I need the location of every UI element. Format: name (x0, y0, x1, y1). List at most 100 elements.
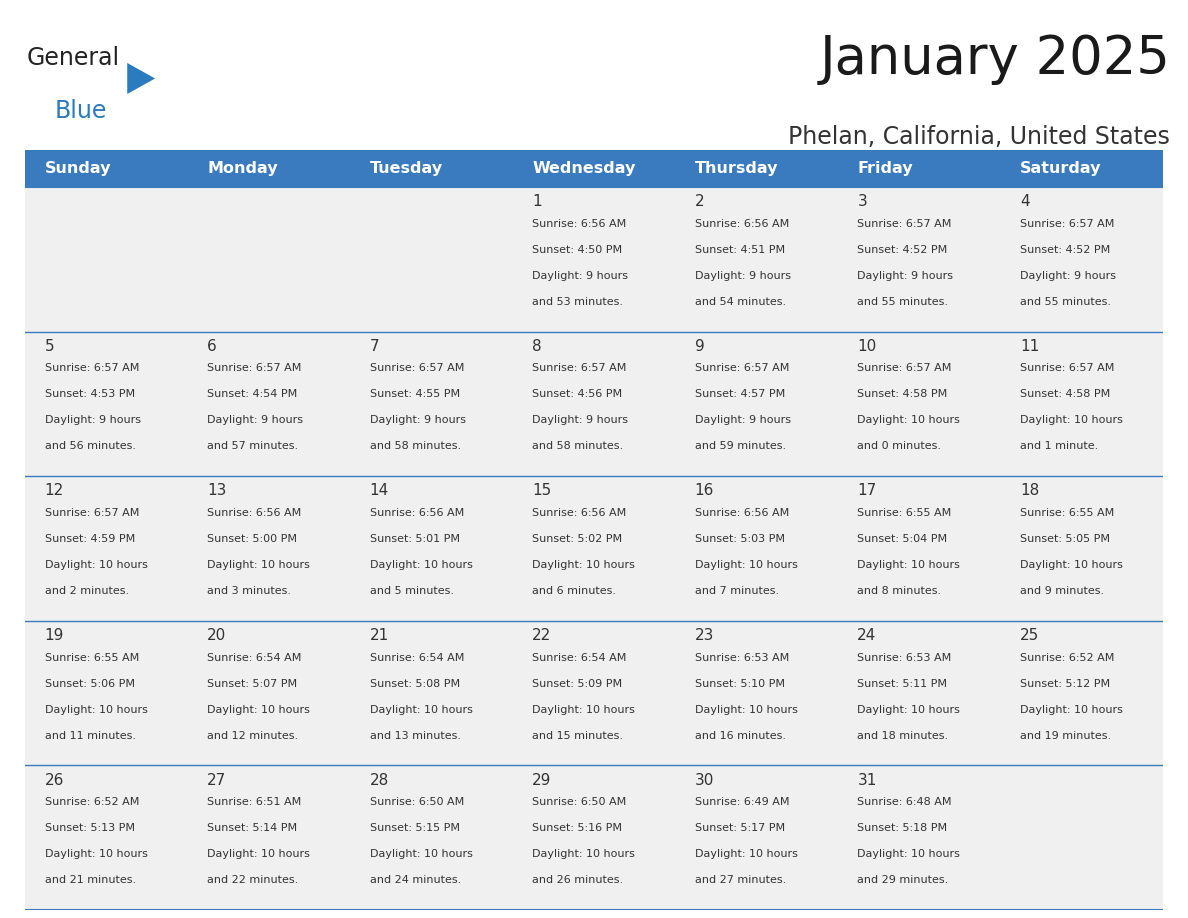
Text: Sunrise: 6:57 AM: Sunrise: 6:57 AM (44, 508, 139, 518)
Bar (25, 476, 1163, 621)
Text: Sunset: 4:58 PM: Sunset: 4:58 PM (858, 389, 948, 399)
Text: 3: 3 (858, 195, 867, 209)
Text: and 12 minutes.: and 12 minutes. (207, 731, 298, 741)
Text: Daylight: 10 hours: Daylight: 10 hours (695, 849, 797, 859)
Text: Daylight: 10 hours: Daylight: 10 hours (695, 560, 797, 570)
Text: Daylight: 10 hours: Daylight: 10 hours (858, 849, 960, 859)
Text: Wednesday: Wednesday (532, 161, 636, 176)
Text: Sunrise: 6:52 AM: Sunrise: 6:52 AM (44, 797, 139, 807)
Text: 4: 4 (1020, 195, 1030, 209)
Text: and 5 minutes.: and 5 minutes. (369, 586, 454, 596)
Text: 1: 1 (532, 195, 542, 209)
Text: and 56 minutes.: and 56 minutes. (44, 442, 135, 452)
Text: Sunset: 5:01 PM: Sunset: 5:01 PM (369, 534, 460, 544)
Text: 23: 23 (695, 628, 714, 643)
Text: Sunset: 4:57 PM: Sunset: 4:57 PM (695, 389, 785, 399)
Text: Sunset: 5:18 PM: Sunset: 5:18 PM (858, 823, 948, 834)
Text: Daylight: 10 hours: Daylight: 10 hours (44, 560, 147, 570)
Bar (25, 150, 1163, 187)
Text: Daylight: 10 hours: Daylight: 10 hours (1020, 705, 1123, 715)
Text: Daylight: 9 hours: Daylight: 9 hours (858, 271, 953, 281)
Text: Sunset: 4:53 PM: Sunset: 4:53 PM (44, 389, 134, 399)
Text: 30: 30 (695, 773, 714, 788)
Text: Sunset: 5:03 PM: Sunset: 5:03 PM (695, 534, 785, 544)
Text: and 18 minutes.: and 18 minutes. (858, 731, 948, 741)
Text: Sunrise: 6:52 AM: Sunrise: 6:52 AM (1020, 653, 1114, 663)
Text: 5: 5 (44, 339, 55, 353)
Text: Daylight: 10 hours: Daylight: 10 hours (532, 560, 636, 570)
Text: Blue: Blue (55, 99, 107, 123)
Text: Daylight: 10 hours: Daylight: 10 hours (858, 560, 960, 570)
Text: and 19 minutes.: and 19 minutes. (1020, 731, 1111, 741)
Text: 14: 14 (369, 484, 388, 498)
Text: Sunset: 4:52 PM: Sunset: 4:52 PM (858, 245, 948, 255)
Text: and 53 minutes.: and 53 minutes. (532, 297, 624, 307)
Text: Daylight: 10 hours: Daylight: 10 hours (695, 705, 797, 715)
Text: 17: 17 (858, 484, 877, 498)
Bar (25, 766, 1163, 910)
Text: 16: 16 (695, 484, 714, 498)
Text: and 54 minutes.: and 54 minutes. (695, 297, 786, 307)
Text: and 27 minutes.: and 27 minutes. (695, 875, 786, 885)
Text: 19: 19 (44, 628, 64, 643)
Text: 24: 24 (858, 628, 877, 643)
Text: and 13 minutes.: and 13 minutes. (369, 731, 461, 741)
Text: and 59 minutes.: and 59 minutes. (695, 442, 786, 452)
Text: and 11 minutes.: and 11 minutes. (44, 731, 135, 741)
Text: and 8 minutes.: and 8 minutes. (858, 586, 942, 596)
Text: and 58 minutes.: and 58 minutes. (369, 442, 461, 452)
Text: and 7 minutes.: and 7 minutes. (695, 586, 779, 596)
Text: and 57 minutes.: and 57 minutes. (207, 442, 298, 452)
Text: Sunrise: 6:56 AM: Sunrise: 6:56 AM (532, 508, 626, 518)
Text: Sunset: 5:06 PM: Sunset: 5:06 PM (44, 678, 134, 688)
Text: Daylight: 10 hours: Daylight: 10 hours (44, 849, 147, 859)
Text: and 58 minutes.: and 58 minutes. (532, 442, 624, 452)
Text: 28: 28 (369, 773, 388, 788)
Text: Monday: Monday (207, 161, 278, 176)
Text: and 26 minutes.: and 26 minutes. (532, 875, 624, 885)
Text: Daylight: 10 hours: Daylight: 10 hours (532, 849, 636, 859)
Text: 12: 12 (44, 484, 64, 498)
Text: Sunset: 5:14 PM: Sunset: 5:14 PM (207, 823, 297, 834)
Text: Sunset: 4:59 PM: Sunset: 4:59 PM (44, 534, 134, 544)
Text: Sunset: 4:52 PM: Sunset: 4:52 PM (1020, 245, 1111, 255)
Text: Sunset: 4:56 PM: Sunset: 4:56 PM (532, 389, 623, 399)
Text: Phelan, California, United States: Phelan, California, United States (789, 125, 1170, 149)
Text: Daylight: 10 hours: Daylight: 10 hours (207, 849, 310, 859)
Text: Tuesday: Tuesday (369, 161, 443, 176)
Text: Sunrise: 6:57 AM: Sunrise: 6:57 AM (695, 364, 789, 374)
Text: Sunrise: 6:56 AM: Sunrise: 6:56 AM (532, 218, 626, 229)
Text: Sunrise: 6:57 AM: Sunrise: 6:57 AM (207, 364, 302, 374)
Text: General: General (27, 46, 120, 70)
Text: Sunset: 5:05 PM: Sunset: 5:05 PM (1020, 534, 1110, 544)
Text: Sunset: 5:12 PM: Sunset: 5:12 PM (1020, 678, 1110, 688)
Text: Sunrise: 6:55 AM: Sunrise: 6:55 AM (858, 508, 952, 518)
Text: 25: 25 (1020, 628, 1040, 643)
Text: 21: 21 (369, 628, 388, 643)
Text: 9: 9 (695, 339, 704, 353)
Text: and 22 minutes.: and 22 minutes. (207, 875, 298, 885)
Text: Sunrise: 6:57 AM: Sunrise: 6:57 AM (858, 364, 952, 374)
Text: and 55 minutes.: and 55 minutes. (1020, 297, 1111, 307)
Text: and 55 minutes.: and 55 minutes. (858, 297, 948, 307)
Text: Daylight: 10 hours: Daylight: 10 hours (858, 416, 960, 425)
Text: 11: 11 (1020, 339, 1040, 353)
Text: 31: 31 (858, 773, 877, 788)
Text: Sunset: 5:07 PM: Sunset: 5:07 PM (207, 678, 297, 688)
Text: Sunset: 4:55 PM: Sunset: 4:55 PM (369, 389, 460, 399)
Text: Sunset: 5:16 PM: Sunset: 5:16 PM (532, 823, 623, 834)
Text: 15: 15 (532, 484, 551, 498)
Text: 27: 27 (207, 773, 227, 788)
Text: Sunset: 4:58 PM: Sunset: 4:58 PM (1020, 389, 1111, 399)
Text: Sunrise: 6:57 AM: Sunrise: 6:57 AM (1020, 364, 1114, 374)
Text: Daylight: 9 hours: Daylight: 9 hours (532, 416, 628, 425)
Text: Sunrise: 6:53 AM: Sunrise: 6:53 AM (695, 653, 789, 663)
Text: Sunrise: 6:56 AM: Sunrise: 6:56 AM (695, 508, 789, 518)
Text: and 3 minutes.: and 3 minutes. (207, 586, 291, 596)
Text: Daylight: 9 hours: Daylight: 9 hours (1020, 271, 1116, 281)
Text: and 16 minutes.: and 16 minutes. (695, 731, 785, 741)
Bar (25, 331, 1163, 476)
Polygon shape (127, 63, 154, 94)
Text: Sunset: 5:17 PM: Sunset: 5:17 PM (695, 823, 785, 834)
Text: Sunrise: 6:56 AM: Sunrise: 6:56 AM (695, 218, 789, 229)
